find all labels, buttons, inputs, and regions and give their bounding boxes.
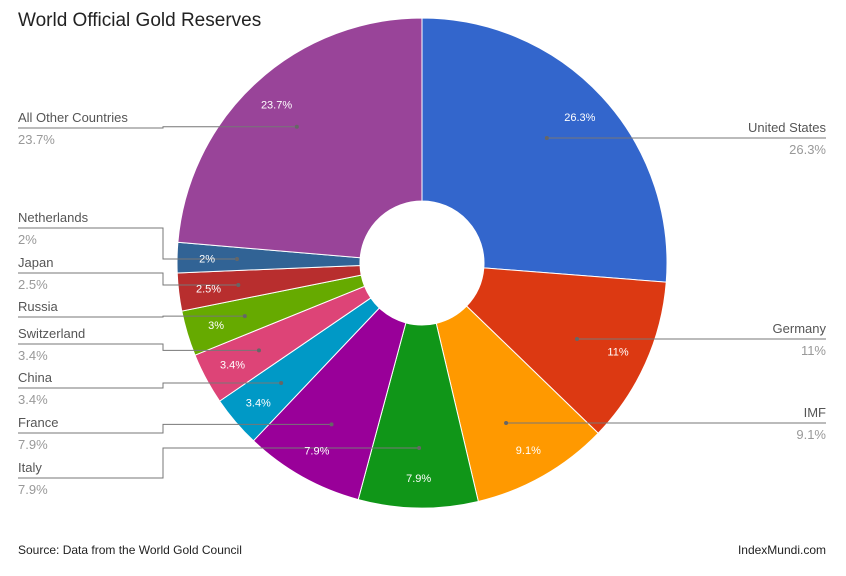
legend-value-netherlands: 2%: [18, 232, 37, 247]
legend-value-china: 3.4%: [18, 392, 48, 407]
legend-value-switzerland: 3.4%: [18, 348, 48, 363]
legend-value-france: 7.9%: [18, 437, 48, 452]
leader-line: [18, 272, 239, 286]
legend-value-united-states: 26.3%: [789, 142, 826, 157]
legend-label-germany: Germany: [773, 321, 827, 336]
legend-label-japan: Japan: [18, 255, 53, 270]
leader-dot: [294, 124, 299, 129]
leader-dot: [236, 282, 241, 287]
legend-label-russia: Russia: [18, 299, 59, 314]
leader-line: [18, 382, 282, 389]
leader-dot: [574, 337, 579, 341]
leader-line: [18, 315, 245, 318]
legend-value-japan: 2.5%: [18, 277, 48, 292]
legend-label-france: France: [18, 415, 58, 430]
leader-dot: [544, 136, 549, 140]
legend-label-switzerland: Switzerland: [18, 326, 85, 341]
leader-line: [18, 227, 238, 260]
slice-all-other-countries[interactable]: [177, 17, 423, 259]
slice-value-label: 7.9%: [406, 473, 431, 485]
legend-value-italy: 7.9%: [18, 482, 48, 497]
slice-france[interactable]: [252, 307, 407, 501]
slice-imf[interactable]: [435, 305, 599, 503]
slice-germany[interactable]: [465, 267, 667, 434]
legend-label-all-other-countries: All Other Countries: [18, 110, 128, 125]
leader-line: [18, 447, 420, 479]
legend-label-netherlands: Netherlands: [18, 210, 89, 225]
legend-label-china: China: [18, 370, 53, 385]
slice-italy[interactable]: [357, 322, 479, 509]
leader-dot: [235, 256, 240, 261]
slice-value-label: 2%: [199, 253, 215, 265]
legend-value-imf: 9.1%: [796, 427, 826, 442]
brand-label[interactable]: IndexMundi.com: [738, 543, 826, 557]
leader-line: [18, 343, 259, 351]
source-note: Source: Data from the World Gold Council: [18, 543, 242, 557]
leader-dot: [279, 380, 284, 385]
slice-value-label: 3%: [208, 320, 224, 332]
legend-label-italy: Italy: [18, 460, 42, 475]
legend-label-imf: IMF: [804, 405, 826, 420]
slice-value-label: 7.9%: [304, 446, 329, 458]
slice-united-states[interactable]: [421, 17, 668, 283]
leader-dot: [417, 445, 422, 450]
leader-line: [18, 126, 297, 129]
leader-dot: [242, 314, 247, 319]
legend-value-germany: 11%: [801, 343, 826, 358]
leader-dot: [329, 422, 334, 427]
chart-title: World Official Gold Reserves: [18, 10, 261, 31]
slice-value-label: 3.4%: [246, 397, 271, 409]
leader-dot: [504, 421, 509, 425]
leader-line: [18, 423, 332, 434]
slice-value-label: 2.5%: [196, 284, 221, 296]
slice-value-label: 3.4%: [220, 360, 245, 372]
slice-value-label: 11%: [607, 346, 628, 358]
slice-value-label: 23.7%: [261, 100, 292, 112]
slice-value-label: 26.3%: [564, 112, 595, 124]
legend-label-united-states: United States: [748, 120, 827, 135]
slice-value-label: 9.1%: [516, 445, 541, 457]
leader-dot: [256, 348, 261, 353]
legend-value-all-other-countries: 23.7%: [18, 132, 55, 147]
